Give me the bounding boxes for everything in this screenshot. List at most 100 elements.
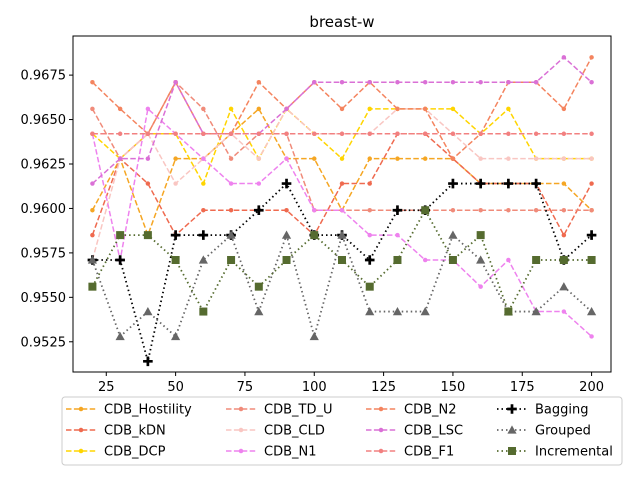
data-point-grouped <box>476 255 486 264</box>
data-point-cdb-lsc <box>367 79 372 85</box>
legend-item-grouped: Grouped <box>497 424 591 439</box>
data-point-bagging <box>115 255 125 265</box>
legend-marker <box>238 427 244 433</box>
data-point-cdb-f1 <box>395 131 400 137</box>
legend-item-cdb-f1: CDB_F1 <box>366 445 454 460</box>
y-tick-label: 0.9550 <box>21 291 67 306</box>
data-point-cdb-td-u <box>201 106 206 112</box>
data-point-cdb-lsc <box>395 79 400 85</box>
legend-item-cdb-n2: CDB_N2 <box>366 403 457 418</box>
data-point-grouped <box>365 306 375 316</box>
data-point-cdb-n2 <box>90 79 95 85</box>
legend-marker <box>507 425 517 434</box>
data-point-cdb-n2 <box>117 106 123 112</box>
data-point-cdb-td-u <box>367 207 372 213</box>
data-point-cdb-lsc <box>145 156 151 161</box>
legend-marker <box>378 406 384 412</box>
x-tick-label: 75 <box>237 380 254 395</box>
data-point-cdb-kdn <box>90 232 95 238</box>
data-point-grouped <box>115 331 125 341</box>
data-point-cdb-hostility <box>367 156 372 161</box>
data-point-incremental <box>171 256 180 264</box>
series-grouped <box>87 230 597 341</box>
data-point-grouped <box>337 230 347 239</box>
data-point-cdb-dcp <box>506 106 511 112</box>
data-point-cdb-dcp <box>339 156 345 161</box>
data-point-cdb-cld <box>506 156 511 161</box>
data-point-cdb-lsc <box>561 55 567 60</box>
data-point-cdb-dcp <box>450 106 456 112</box>
data-point-cdb-f1 <box>422 131 428 137</box>
data-point-bagging <box>475 178 486 189</box>
data-point-cdb-f1 <box>173 131 178 137</box>
x-tick-label: 200 <box>579 380 604 395</box>
data-point-incremental <box>476 231 485 240</box>
data-point-cdb-f1 <box>228 131 234 137</box>
legend-item-cdb-kdn: CDB_kDN <box>66 424 166 439</box>
data-point-cdb-td-u <box>450 207 456 213</box>
legend-label: CDB_TD_U <box>264 403 332 418</box>
data-point-bagging <box>170 230 181 240</box>
data-point-incremental <box>310 231 319 240</box>
legend-label: CDB_DCP <box>104 445 166 460</box>
legend-label: Bagging <box>535 403 589 418</box>
data-point-cdb-n1 <box>367 232 372 238</box>
data-point-incremental <box>88 282 97 291</box>
data-point-cdb-kdn <box>145 181 151 186</box>
series-incremental <box>88 206 596 316</box>
data-point-cdb-f1 <box>256 131 262 137</box>
data-point-cdb-kdn <box>201 207 206 213</box>
data-point-grouped <box>420 306 430 316</box>
legend-marker <box>508 447 516 455</box>
data-point-grouped <box>586 306 597 316</box>
data-point-grouped <box>198 255 208 264</box>
data-point-incremental <box>227 256 236 264</box>
data-point-cdb-lsc <box>450 79 456 85</box>
legend-item-cdb-cld: CDB_CLD <box>226 424 325 439</box>
legend-item-incremental: Incremental <box>497 445 613 460</box>
data-point-incremental <box>532 256 541 264</box>
legend-marker <box>378 448 384 454</box>
legend-item-bagging: Bagging <box>497 403 589 418</box>
data-point-bagging <box>503 178 514 189</box>
series-layer <box>87 55 597 367</box>
data-point-cdb-n2 <box>450 156 456 161</box>
x-tick-label: 50 <box>167 380 184 395</box>
data-point-cdb-td-u <box>506 207 511 213</box>
data-point-cdb-cld <box>256 156 262 161</box>
data-point-cdb-lsc <box>589 79 594 85</box>
data-point-cdb-f1 <box>90 131 95 137</box>
data-point-cdb-n2 <box>256 79 262 85</box>
legend-frame <box>61 396 623 466</box>
data-point-cdb-dcp <box>367 106 372 112</box>
data-point-incremental <box>365 282 374 291</box>
data-point-cdb-cld <box>173 181 178 186</box>
data-point-cdb-f1 <box>561 131 567 137</box>
data-point-cdb-n1 <box>284 156 289 161</box>
x-tick-label: 100 <box>302 380 327 395</box>
data-point-cdb-kdn <box>367 181 372 186</box>
legend-label: CDB_N1 <box>264 445 317 460</box>
data-point-grouped <box>226 230 236 239</box>
data-point-cdb-td-u <box>561 207 567 213</box>
data-point-cdb-f1 <box>589 131 594 137</box>
data-point-cdb-f1 <box>339 131 345 137</box>
legend-marker <box>78 406 84 412</box>
series-cdb-f1 <box>90 131 594 137</box>
data-point-cdb-lsc <box>284 106 289 112</box>
data-point-incremental <box>559 256 568 264</box>
data-point-cdb-lsc <box>478 79 483 85</box>
data-point-grouped <box>87 255 98 264</box>
legend-label: CDB_LSC <box>404 424 463 439</box>
data-point-cdb-f1 <box>450 131 456 137</box>
data-point-cdb-f1 <box>367 131 372 137</box>
data-point-incremental <box>338 256 346 264</box>
data-point-cdb-hostility <box>90 207 95 213</box>
data-point-grouped <box>392 306 403 316</box>
data-point-bagging <box>281 178 292 189</box>
data-point-cdb-td-u <box>478 207 483 213</box>
legend-item-cdb-n1: CDB_N1 <box>226 445 317 460</box>
legend-item-cdb-lsc: CDB_LSC <box>366 424 463 439</box>
legend-item-cdb-hostility: CDB_Hostility <box>66 403 192 418</box>
